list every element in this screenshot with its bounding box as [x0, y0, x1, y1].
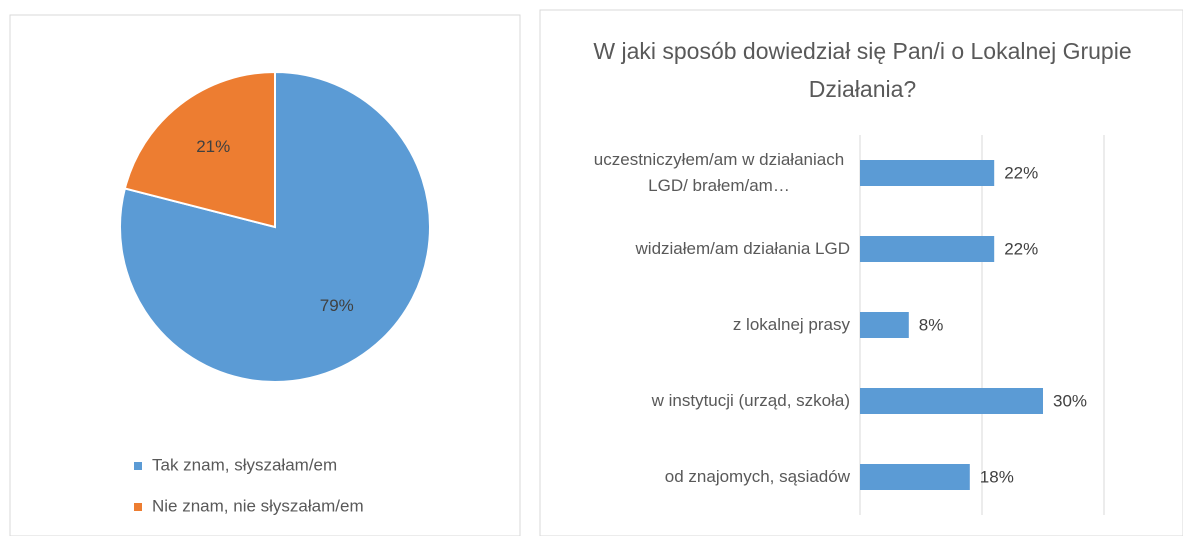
bar: [860, 388, 1043, 414]
y-tick-label: widziałem/am działania LGD: [635, 239, 850, 258]
bar-panel: [539, 9, 1183, 536]
legend-swatch: [134, 462, 142, 470]
legend-swatch: [134, 503, 142, 511]
data-label: 79%: [320, 296, 354, 315]
legend-label: Tak znam, słyszałam/em: [152, 455, 337, 474]
legend-label: Nie znam, nie słyszałam/em: [152, 496, 364, 515]
bar: [860, 236, 995, 262]
bar: [860, 160, 995, 186]
data-label: 18%: [980, 467, 1014, 486]
y-tick-label: w instytucji (urząd, szkoła): [651, 391, 850, 410]
data-label: 8%: [919, 315, 944, 334]
pie-slice: [123, 70, 276, 229]
chart-title: W jaki sposób dowiedział się Pan/i o Lok…: [593, 38, 1132, 102]
y-tick-label: uczestniczyłem/am w działaniach LGD/ bra…: [593, 150, 845, 195]
data-label: 22%: [1004, 163, 1038, 182]
y-tick-label: od znajomych, sąsiadów: [664, 467, 850, 486]
data-label: 21%: [196, 137, 230, 156]
y-tick-label: z lokalnej prasy: [732, 315, 850, 334]
pie-slice: [119, 70, 431, 383]
bar: [860, 464, 970, 490]
data-label: 22%: [1004, 239, 1038, 258]
bar: [860, 312, 909, 338]
data-label: 30%: [1053, 391, 1087, 410]
